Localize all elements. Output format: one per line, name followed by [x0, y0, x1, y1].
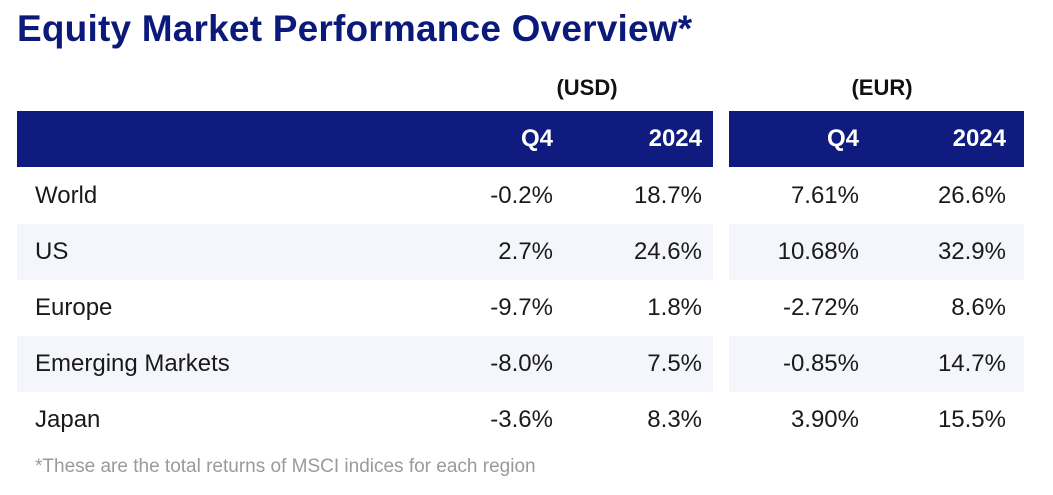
table-cell: -0.2%: [490, 182, 553, 209]
table-cell: 8.3%: [647, 406, 702, 433]
table-cell: 3.90%: [790, 406, 859, 433]
table-cell: 8.6%: [951, 294, 1006, 321]
row-label: Europe: [35, 294, 113, 321]
table-cell: -0.85%: [782, 350, 859, 377]
table-cell: 24.6%: [633, 238, 702, 265]
column-header: 2024: [648, 125, 702, 152]
table-cell: 15.5%: [937, 406, 1006, 433]
table-cell: 2.7%: [498, 238, 553, 265]
table-cell: 10.68%: [777, 238, 859, 265]
row-background: [17, 224, 713, 280]
table-cell: 26.6%: [937, 182, 1006, 209]
table-header: [17, 111, 713, 167]
row-label: Japan: [35, 406, 101, 433]
table-cell: -3.6%: [490, 406, 553, 433]
table-cell: -9.7%: [490, 294, 553, 321]
row-label: World: [35, 182, 98, 209]
table-cell: 32.9%: [937, 238, 1006, 265]
table-cell: -2.72%: [782, 294, 859, 321]
column-header: 2024: [952, 125, 1006, 152]
footnote: *These are the total returns of MSCI ind…: [35, 456, 536, 477]
table-cell: 14.7%: [937, 350, 1006, 377]
column-group-label: (EUR): [851, 75, 913, 100]
page-title: Equity Market Performance Overview*: [17, 8, 693, 49]
row-background: [729, 336, 1024, 392]
table-cell: 7.5%: [647, 350, 702, 377]
table-cell: -8.0%: [490, 350, 553, 377]
row-background: [729, 224, 1024, 280]
table-cell: 1.8%: [647, 294, 702, 321]
row-label: US: [35, 238, 69, 265]
table-cell: 18.7%: [633, 182, 702, 209]
row-background: [17, 336, 713, 392]
column-header: Q4: [520, 125, 553, 152]
column-group-label: (USD): [556, 75, 618, 100]
row-label: Emerging Markets: [35, 350, 230, 377]
table-cell: 7.61%: [790, 182, 859, 209]
table-header: [729, 111, 1024, 167]
column-header: Q4: [826, 125, 859, 152]
